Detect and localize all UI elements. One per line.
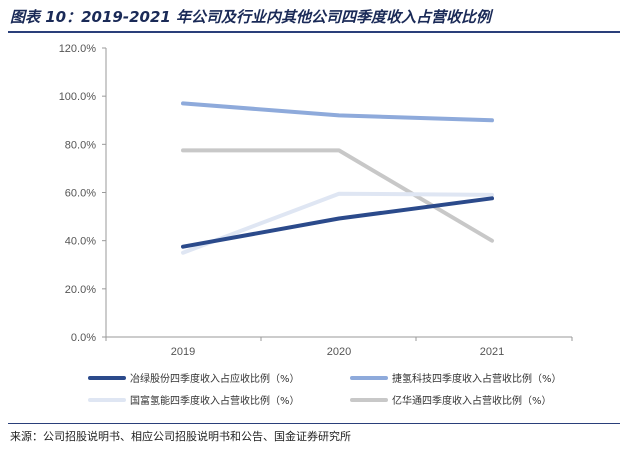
chart-series [181, 101, 494, 255]
x-tick-label: 2021 [480, 346, 504, 358]
figure-title: 图表 10：2019-2021 年公司及行业内其他公司四季度收入占营收比例 [10, 8, 492, 26]
chart-legend: 冶绿股份四季度收入占应收比例（%） 捷氢科技四季度收入占营收比例（%） 国富氢能四季… [88, 372, 562, 407]
y-tick-label: 100.0% [59, 91, 97, 103]
source-rule [8, 423, 620, 424]
line-chart: 0.0% 20.0% 40.0% 60.0% 80.0% 100.0% 120.0% 2019… [59, 43, 573, 407]
series-line [181, 196, 494, 249]
legend-label: 国富氢能四季度收入占营收比例（%） [130, 394, 300, 407]
y-tick-label: 20.0% [65, 284, 96, 296]
x-tick-label: 2019 [171, 346, 195, 358]
y-tick-label: 40.0% [65, 236, 96, 248]
legend-label: 冶绿股份四季度收入占应收比例（%） [130, 372, 300, 385]
y-tick-label: 120.0% [59, 43, 97, 55]
y-tick-label: 0.0% [71, 332, 96, 344]
chart-axes: 0.0% 20.0% 40.0% 60.0% 80.0% 100.0% 120.0% 2019… [59, 43, 573, 358]
series-line [181, 191, 494, 255]
legend-label: 捷氢科技四季度收入占营收比例（%） [392, 372, 562, 385]
series-line [181, 101, 494, 123]
legend-label: 亿华通四季度收入占营收比例（%） [392, 394, 552, 407]
series-line [181, 148, 494, 243]
title-rule [8, 31, 620, 33]
y-tick-label: 60.0% [65, 188, 96, 200]
y-tick-label: 80.0% [65, 139, 96, 151]
x-tick-label: 2020 [327, 346, 351, 358]
source-note: 来源：公司招股说明书、相应公司招股说明书和公告、国金证券研究所 [10, 430, 351, 443]
